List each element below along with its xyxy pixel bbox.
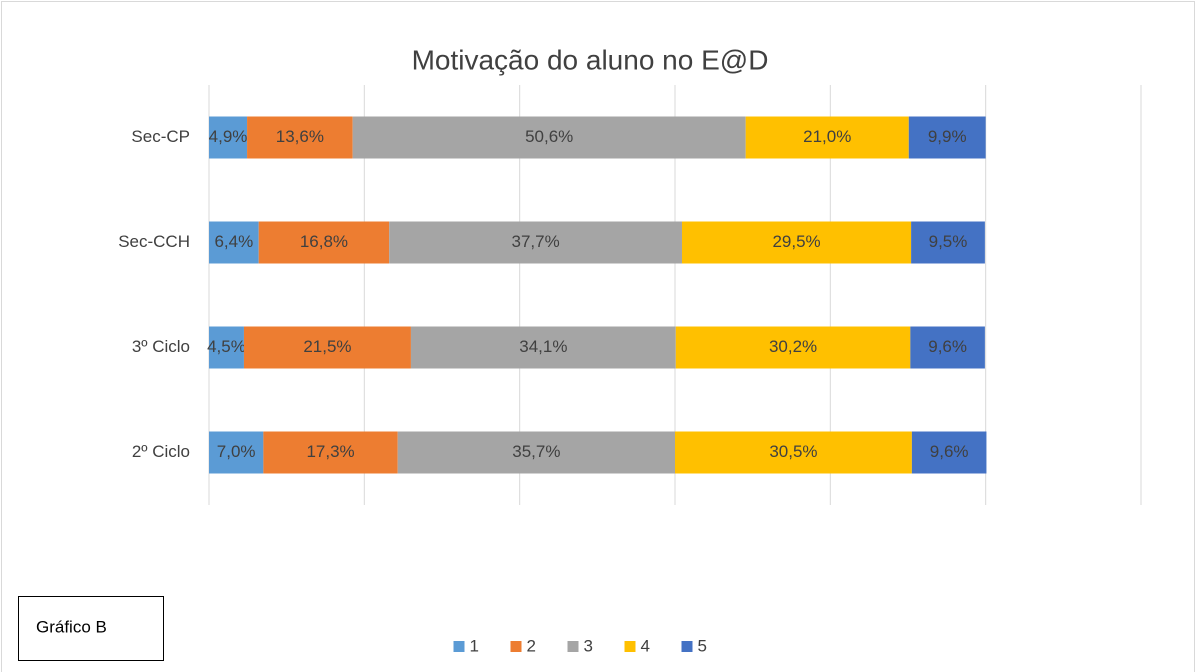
data-label: 9,9% [928,127,967,146]
bar-segment [389,221,682,264]
data-label: 7,0% [217,442,256,461]
y-tick-label: 3º Ciclo [132,337,190,356]
data-label: 17,3% [306,442,354,461]
bar-segment [910,326,985,369]
y-tick-label: Sec-CP [131,127,190,146]
data-label: 37,7% [511,232,559,251]
data-label: 21,5% [303,337,351,356]
bar-segment [397,431,675,474]
data-label: 13,6% [276,127,324,146]
data-label: 50,6% [525,127,573,146]
data-label: 4,9% [209,127,248,146]
data-label: 9,5% [929,232,968,251]
data-label: 35,7% [512,442,560,461]
legend-swatch [453,641,465,652]
data-label: 4,5% [207,337,246,356]
annotation-box [18,596,164,661]
legend-label: 5 [698,636,707,655]
y-tick-label: Sec-CCH [118,232,190,251]
bar-segment [675,326,911,369]
data-label: 29,5% [772,232,820,251]
legend-label: 3 [584,636,593,655]
bar-segment [911,431,987,474]
legend-label: 4 [641,636,650,655]
chart-title: Motivação do aluno no E@D [412,44,769,75]
data-label: 21,0% [803,127,851,146]
y-tick-label: 2º Ciclo [132,442,190,461]
bar-segment [209,326,244,369]
bar-segment [745,116,909,159]
data-label: 30,2% [769,337,817,356]
bar-segment [243,326,411,369]
legend-label: 2 [527,636,536,655]
bar-segment [209,221,259,264]
bar-segment [908,116,986,159]
legend-swatch [681,641,693,652]
bar-segment [258,221,390,264]
bar-segment [410,326,676,369]
data-label: 6,4% [214,232,253,251]
bar-segment [263,431,398,474]
data-label: 34,1% [519,337,567,356]
legend-swatch [510,641,522,652]
annotation: Gráfico B [36,617,107,636]
legend-swatch [624,641,636,652]
bar-segment [209,431,264,474]
data-label: 16,8% [300,232,348,251]
bar-segment [209,116,248,159]
bar-segment [247,116,353,159]
data-label: 9,6% [930,442,969,461]
data-label: 9,6% [928,337,967,356]
bar-segment [681,221,912,264]
bar-segment [911,221,985,264]
data-label: 30,5% [769,442,817,461]
bar-segment [675,431,912,474]
bar-segment [352,116,746,159]
legend-label: 1 [470,636,479,655]
legend-swatch [567,641,579,652]
